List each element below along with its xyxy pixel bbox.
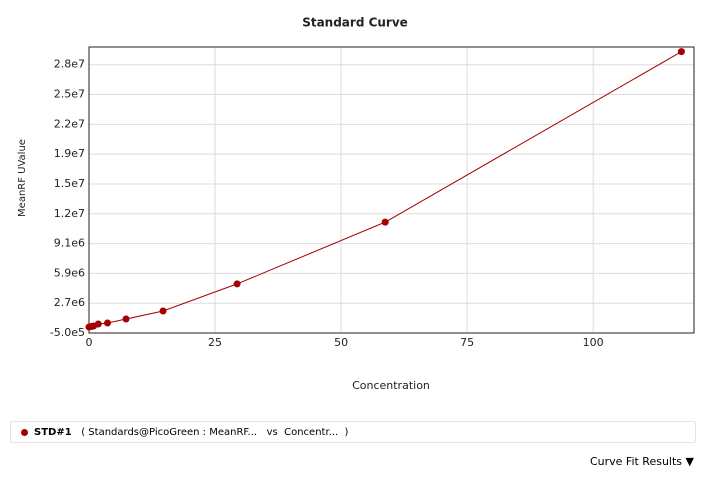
legend-detail: ( Standards@PicoGreen : MeanRF... vs Con… (81, 426, 349, 438)
legend[interactable]: STD#1 ( Standards@PicoGreen : MeanRF... … (10, 421, 696, 443)
y-tick-label: 5.9e6 (54, 266, 85, 279)
y-tick-label: 2.8e7 (54, 58, 85, 71)
data-point (677, 48, 685, 56)
y-tick-label: 2.7e6 (54, 296, 85, 309)
curve-fit-button[interactable]: Curve Fit Results ▼ (589, 455, 694, 468)
x-tick-label: 25 (208, 336, 222, 349)
chart: Standard Curve Concentration MeanRF UVal… (17, 16, 695, 392)
y-tick-label: 1.5e7 (54, 177, 85, 190)
legend-marker (21, 428, 28, 436)
data-point (159, 307, 167, 315)
plot-frame (88, 46, 695, 334)
data-point (381, 218, 389, 226)
y-tick-label: 1.2e7 (54, 207, 85, 220)
chart-title: Standard Curve (302, 16, 408, 30)
plot-area (88, 46, 695, 334)
data-point (122, 315, 130, 323)
y-tick-label: 2.5e7 (54, 88, 85, 101)
y-tick-label: 9.1e6 (54, 237, 85, 250)
y-tick-label: 2.2e7 (54, 117, 85, 130)
data-point (233, 280, 241, 288)
x-tick-label: 0 (86, 336, 93, 349)
x-tick-label: 50 (334, 336, 348, 349)
data-point (104, 319, 112, 327)
x-tick-label: 100 (583, 336, 604, 349)
y-tick-label: 1.9e7 (54, 147, 85, 160)
data-point (94, 320, 102, 328)
x-axis-label: Concentration (352, 379, 430, 392)
y-tick-label: -5.0e5 (50, 326, 85, 339)
y-axis-label: MeanRF UValue (17, 139, 28, 217)
legend-name: STD#1 (34, 426, 72, 438)
x-tick-label: 75 (460, 336, 474, 349)
